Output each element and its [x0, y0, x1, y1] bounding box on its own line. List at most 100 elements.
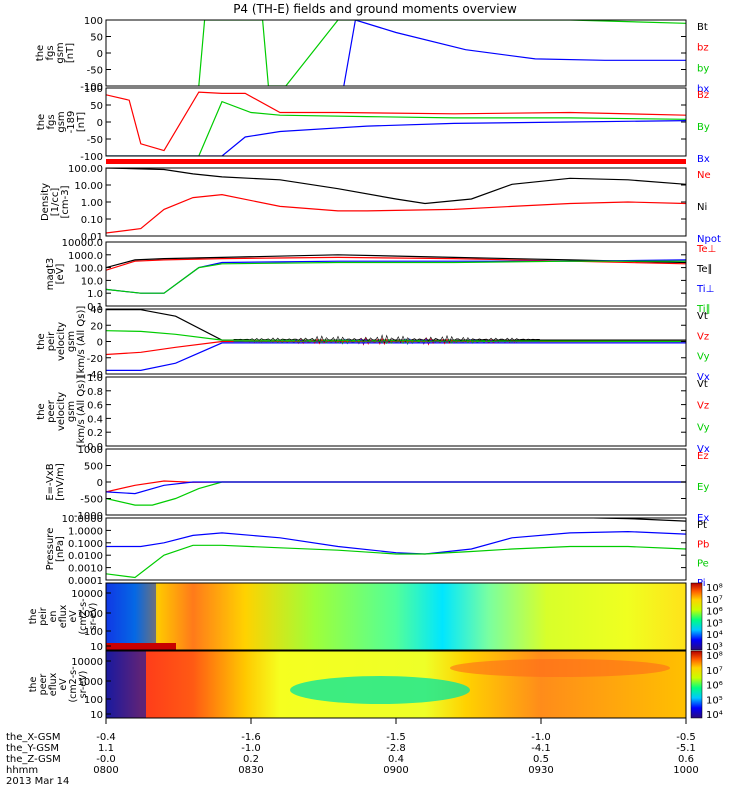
colorbar-tick: 10⁵: [706, 618, 723, 629]
spectrogram-ion: [105, 582, 687, 651]
ephemeris-value: -1.0: [241, 743, 261, 754]
ylabel-line: [nPa]: [55, 536, 66, 562]
ephemeris-value: -5.1: [676, 743, 696, 754]
ytick-label: 0.01: [81, 232, 103, 243]
series-Ez: [106, 480, 686, 493]
ytick-label: 1000: [78, 609, 103, 620]
spectrogram-axis-1: 10000 1000 100 10 the peir en eflux eV (cm2-s-sr-…: [28, 583, 723, 653]
noise-green: [233, 338, 540, 345]
ytick-label: 0.0010: [68, 564, 103, 575]
legend-Vz: Vz: [697, 331, 709, 342]
ephemeris-value: 0.5: [533, 754, 549, 765]
ylabel-line: velocity: [56, 322, 67, 361]
legend-Vz: Vz: [697, 401, 709, 412]
series-Bz: [106, 91, 686, 152]
legend-bz: bz: [697, 43, 709, 54]
legend-Vy: Vy: [697, 422, 710, 433]
series-by: [198, 20, 686, 86]
ephemeris-value: 1.1: [98, 743, 114, 754]
ytick-label: 0.2: [87, 428, 103, 439]
colorbar-tick: 10⁴: [706, 630, 723, 641]
ytick-label: 0.1000: [68, 539, 103, 550]
colorbar-tick: 10³: [706, 642, 723, 653]
ytick-label: 10.0000: [62, 514, 103, 525]
ytick-label: 1.0000: [68, 526, 103, 537]
panel-frame: [105, 376, 687, 447]
panel-5: 40 20 0 -20 -40 the peir velocity gsm [km/s (All …: [36, 305, 710, 383]
ephemeris-value: -2.8: [386, 743, 406, 754]
ytick-label: 10: [90, 642, 103, 653]
ephemeris-value: -1.6: [241, 732, 261, 743]
ytick-label: 0: [97, 338, 103, 349]
legend-by: by: [697, 63, 709, 74]
ytick-label: -1000: [74, 511, 103, 522]
ylabel-line: sr-eV): [78, 671, 89, 699]
ylabel-line: peir: [46, 331, 57, 351]
ylabel-line: (cm2-s-: [68, 666, 79, 702]
ephemeris-value: 0.6: [678, 754, 694, 765]
series-Bx: [106, 120, 686, 156]
ytick-label: 1000: [78, 445, 103, 456]
ytick-label: 0: [97, 118, 103, 129]
ylabel-line: peer: [46, 399, 57, 423]
colorbar-tick: 10⁷: [706, 595, 723, 606]
ylabel-line: [km/s (All Qs)]: [76, 376, 87, 448]
ytick-label: 1.0: [87, 289, 103, 300]
ephemeris-value: -1.5: [386, 732, 406, 743]
ytick-label: 0: [97, 49, 103, 60]
series-Pe: [106, 544, 686, 579]
ylabel-line: [nT]: [76, 112, 87, 132]
series-Ne: [106, 193, 686, 234]
ytick-label: 100.00: [68, 164, 103, 175]
series-Ey: [106, 481, 686, 506]
ytick-label: 20: [90, 321, 103, 332]
colorbar-tick: 10⁸: [706, 651, 723, 662]
series-Te⊥: [106, 256, 686, 271]
series-Ti⊥: [106, 259, 686, 294]
ytick-label: 0.10: [81, 215, 103, 226]
ylabel-line: the: [36, 114, 47, 130]
ylabel-line: eV: [68, 610, 79, 623]
ytick-label: 10: [90, 710, 103, 721]
legend-Bx: Bx: [697, 154, 710, 165]
ephemeris-value: -1.0: [531, 732, 551, 743]
ylabel-line: [eV]: [55, 264, 66, 285]
legend-Bz: Bz: [697, 90, 709, 101]
ephemeris-value: -4.1: [531, 743, 551, 754]
ylabel-line: [cm-3]: [60, 185, 71, 218]
xtick-label: 0830: [238, 765, 263, 776]
spectrogram-axis-2: 10000 1000 100 10 the peer eflux eV (cm2-s-sr-eV…: [28, 651, 723, 721]
legend-Vt: Vt: [697, 379, 708, 390]
panel-1: 100 50 0 -50 -100 the fgs gsm [nT] Bt bz by bx: [35, 16, 709, 95]
noise-blue: [233, 338, 540, 346]
ytick-label: -20: [87, 354, 103, 365]
series-Pi: [106, 530, 686, 555]
series-Pt: [569, 518, 686, 522]
legend-Vx: Vx: [697, 372, 710, 383]
legend-Ex: Ex: [697, 513, 709, 524]
ephemeris-value: -0.0: [96, 754, 116, 765]
separator-bar: [106, 159, 686, 164]
ylabel-line: -189: [66, 111, 77, 134]
noise-black: [233, 334, 540, 345]
ylabel-line: gsm: [66, 331, 77, 352]
spectrogram-electron: [105, 650, 687, 719]
legend-Ni: Ni: [697, 202, 707, 213]
ytick-label: 0.8: [87, 387, 103, 398]
ytick-label: 0.0100: [68, 551, 103, 562]
ephemeris-label: the_Z-GSM: [6, 754, 61, 765]
ylabel-line: en: [48, 611, 59, 623]
ylabel-line: eV: [58, 678, 69, 691]
ytick-label: -100: [80, 152, 103, 163]
ylabel-line: the: [36, 333, 47, 349]
ytick-label: 0: [97, 478, 103, 489]
ylabel-line: the: [28, 677, 39, 693]
legend-Vx: Vx: [697, 444, 710, 455]
ylabel-line: Density: [40, 183, 51, 221]
legend-Pb: Pb: [697, 539, 709, 550]
ylabel-line: gsm: [55, 42, 66, 63]
legend-Ti∥: Ti∥: [696, 304, 711, 315]
ylabel-line: [mV/m]: [55, 463, 66, 501]
ylabel-line: [km/s (All Qs)]: [76, 306, 87, 378]
ytick-label: 10000.0: [62, 238, 103, 249]
